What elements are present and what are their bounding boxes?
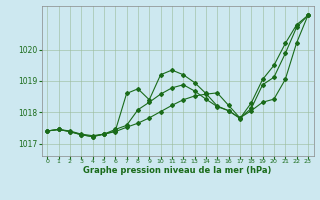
X-axis label: Graphe pression niveau de la mer (hPa): Graphe pression niveau de la mer (hPa) [84, 166, 272, 175]
